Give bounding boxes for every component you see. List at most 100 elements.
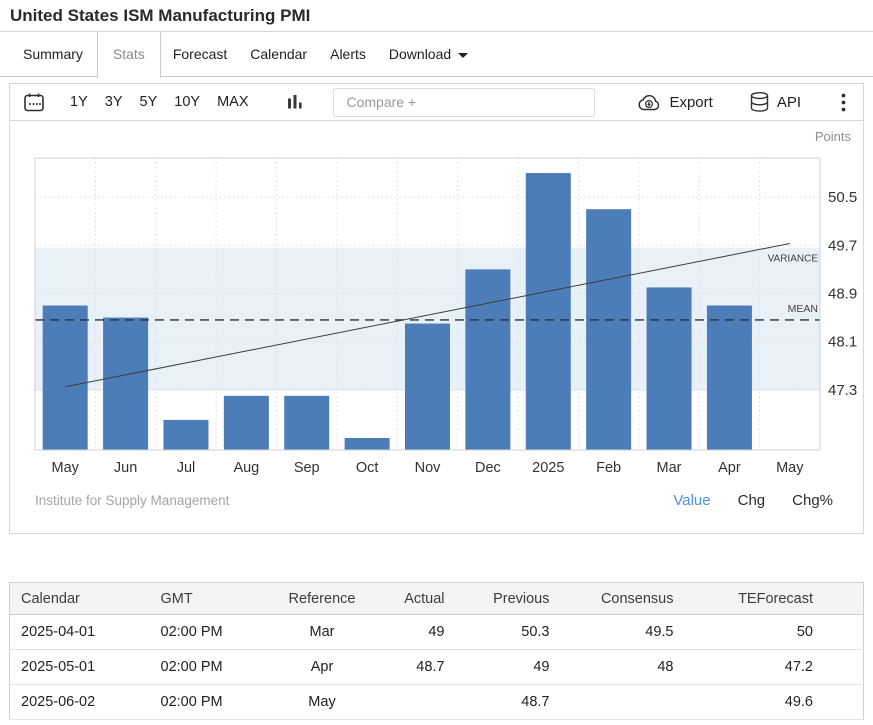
- cell-consensus: [570, 685, 694, 720]
- date-range-calendar-button[interactable]: [24, 93, 44, 112]
- cell-teforecast: 50: [694, 615, 864, 650]
- x-axis-label: Oct: [356, 460, 379, 476]
- cell-consensus: 48: [570, 650, 694, 685]
- x-axis-label: Mar: [657, 460, 682, 476]
- export-label: Export: [669, 94, 712, 111]
- cell-actual: 48.7: [375, 650, 465, 685]
- more-options-button[interactable]: [841, 93, 846, 112]
- tab-download-label: Download: [389, 46, 451, 62]
- cell-teforecast: 47.2: [694, 650, 864, 685]
- cell-consensus: 49.5: [570, 615, 694, 650]
- x-axis-label: Jul: [177, 460, 196, 476]
- bar-Sep[interactable]: [284, 396, 329, 450]
- col-header-consensus: Consensus: [570, 583, 694, 615]
- cell-gmt: 02:00 PM: [150, 615, 270, 650]
- display-mode-switch: Value Chg Chg%: [673, 492, 833, 509]
- col-header-actual: Actual: [375, 583, 465, 615]
- pmi-bar-chart[interactable]: MEAN VARIANCE 47.3 48.1 48.9 49.7 50.5 May Jun Ju…: [10, 121, 863, 485]
- cell-teforecast: 49.6: [694, 685, 864, 720]
- bar-May[interactable]: [43, 306, 88, 450]
- bar-Mar[interactable]: [647, 287, 692, 450]
- x-axis-label: May: [51, 460, 79, 476]
- chart-panel: 1Y 3Y 5Y 10Y MAX Export: [9, 83, 864, 534]
- database-icon: [750, 92, 769, 112]
- cell-calendar: 2025-05-01: [10, 650, 150, 685]
- api-button[interactable]: API: [750, 92, 801, 112]
- tab-summary[interactable]: Summary: [9, 32, 97, 76]
- y-tick-label: 50.5: [828, 189, 857, 206]
- y-tick-label: 49.7: [828, 237, 857, 254]
- bar-Dec[interactable]: [465, 269, 510, 450]
- col-header-previous: Previous: [465, 583, 570, 615]
- tab-bar: Summary Stats Forecast Calendar Alerts D…: [0, 32, 873, 77]
- table-row: 2025-06-02 02:00 PM May 48.7 49.6: [10, 685, 864, 720]
- bar-chart-icon: [288, 94, 303, 111]
- cell-gmt: 02:00 PM: [150, 650, 270, 685]
- range-1y-button[interactable]: 1Y: [70, 94, 88, 110]
- col-header-reference: Reference: [270, 583, 375, 615]
- range-max-button[interactable]: MAX: [217, 94, 248, 110]
- export-button[interactable]: Export: [637, 94, 712, 111]
- col-header-teforecast: TEForecast: [694, 583, 864, 615]
- bar-2025[interactable]: [526, 173, 571, 450]
- x-axis-label: Aug: [233, 460, 259, 476]
- table-row: 2025-04-01 02:00 PM Mar 49 50.3 49.5 50: [10, 615, 864, 650]
- col-header-gmt: GMT: [150, 583, 270, 615]
- x-axis-label: Jun: [114, 460, 137, 476]
- chart-footer: Institute for Supply Management Value Ch…: [35, 492, 833, 509]
- api-label: API: [777, 94, 801, 111]
- cell-actual: [375, 685, 465, 720]
- bar-Nov[interactable]: [405, 324, 450, 450]
- title-bar: United States ISM Manufacturing PMI: [0, 0, 873, 32]
- cell-calendar: 2025-06-02: [10, 685, 150, 720]
- compare-input[interactable]: [333, 88, 595, 117]
- chart-toolbar: 1Y 3Y 5Y 10Y MAX Export: [10, 84, 863, 121]
- cell-reference: Mar: [270, 615, 375, 650]
- cell-previous: 48.7: [465, 685, 570, 720]
- x-axis-label: Nov: [415, 460, 442, 476]
- chart-area: MEAN VARIANCE 47.3 48.1 48.9 49.7 50.5 May Jun Ju…: [10, 121, 863, 533]
- tab-download[interactable]: Download: [378, 32, 479, 76]
- bar-Oct[interactable]: [345, 438, 390, 450]
- x-axis-label: Feb: [596, 460, 621, 476]
- mean-label: MEAN: [788, 303, 818, 315]
- kebab-menu-icon: [841, 93, 846, 112]
- range-5y-button[interactable]: 5Y: [140, 94, 158, 110]
- cloud-download-icon: [637, 94, 661, 111]
- calendar-icon: [24, 93, 44, 112]
- chart-type-button[interactable]: [288, 94, 303, 111]
- bar-Jul[interactable]: [163, 420, 208, 450]
- cell-reference: May: [270, 685, 375, 720]
- bar-Jun[interactable]: [103, 318, 148, 450]
- chevron-down-icon: [458, 53, 468, 58]
- mode-chgpct-link[interactable]: Chg%: [792, 492, 833, 509]
- tab-stats[interactable]: Stats: [97, 32, 161, 78]
- y-tick-label: 48.9: [828, 285, 857, 302]
- bar-Apr[interactable]: [707, 306, 752, 450]
- y-tick-label: 47.3: [828, 382, 857, 399]
- x-axis-label: Apr: [718, 460, 741, 476]
- page-title: United States ISM Manufacturing PMI: [0, 0, 873, 31]
- cell-actual: 49: [375, 615, 465, 650]
- cell-reference: Apr: [270, 650, 375, 685]
- mode-value-link[interactable]: Value: [673, 492, 710, 509]
- x-axis-label: May: [776, 460, 804, 476]
- cell-previous: 49: [465, 650, 570, 685]
- table-row: 2025-05-01 02:00 PM Apr 48.7 49 48 47.2: [10, 650, 864, 685]
- range-3y-button[interactable]: 3Y: [105, 94, 123, 110]
- cell-calendar: 2025-04-01: [10, 615, 150, 650]
- range-10y-button[interactable]: 10Y: [174, 94, 200, 110]
- table-header-row: Calendar GMT Reference Actual Previous C…: [10, 583, 864, 615]
- mode-chg-link[interactable]: Chg: [738, 492, 766, 509]
- bar-Aug[interactable]: [224, 396, 269, 450]
- cell-previous: 50.3: [465, 615, 570, 650]
- tab-alerts[interactable]: Alerts: [319, 32, 377, 76]
- cell-gmt: 02:00 PM: [150, 685, 270, 720]
- unit-label: Points: [815, 129, 852, 144]
- source-attribution: Institute for Supply Management: [35, 493, 229, 508]
- variance-label: VARIANCE: [768, 253, 819, 264]
- tab-forecast[interactable]: Forecast: [162, 32, 238, 76]
- bar-Feb[interactable]: [586, 209, 631, 450]
- y-tick-label: 48.1: [828, 334, 857, 351]
- tab-calendar[interactable]: Calendar: [239, 32, 318, 76]
